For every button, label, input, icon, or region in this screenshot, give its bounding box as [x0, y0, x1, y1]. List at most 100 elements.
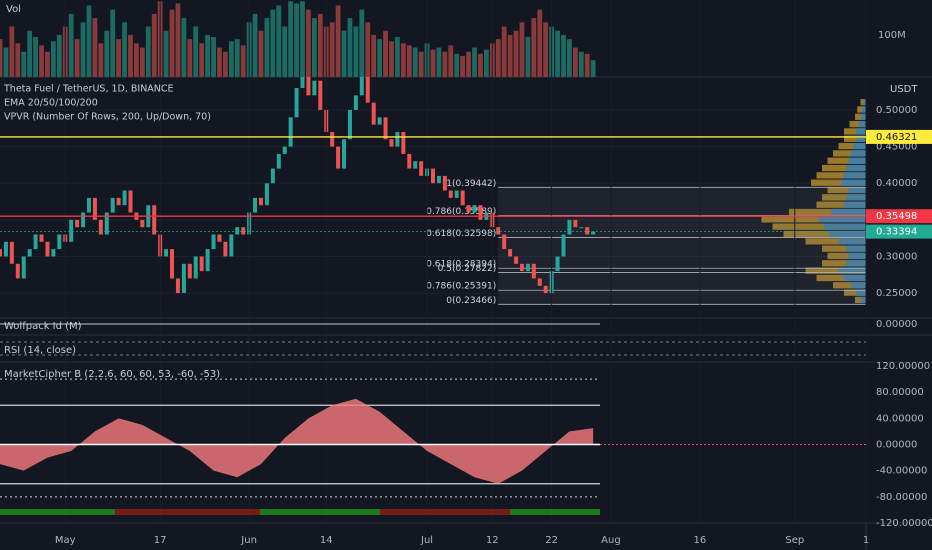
volume-bar [329, 22, 335, 77]
volume-bar [45, 51, 50, 77]
candle-body [383, 117, 388, 140]
volume-profile-bar [843, 172, 866, 179]
volume-bar [15, 43, 21, 77]
x-tick-label: 12 [486, 535, 499, 546]
volume-bar [163, 30, 169, 77]
volume-profile-bar [858, 120, 866, 128]
y-tick-label: 0.30000 [876, 251, 917, 262]
volume-profile-bar [857, 106, 866, 113]
volume-profile-bar [828, 230, 866, 238]
volume-profile-bar [856, 289, 866, 296]
candle-body [187, 263, 192, 279]
candle-body [514, 256, 519, 264]
candle-body [591, 231, 596, 235]
volume-profile-bar [827, 157, 866, 164]
volume-bar [466, 51, 471, 77]
volume-profile-bar [843, 274, 866, 282]
price-tag-label: 0.46321 [876, 132, 917, 143]
candle-body [294, 87, 299, 118]
volume-profile-bar [805, 267, 866, 274]
volume-bar [151, 13, 157, 77]
candle-body [478, 205, 483, 220]
indicator-label: RSI (14, close) [4, 345, 76, 356]
fib-label: 0.618(0.32598) [426, 229, 496, 239]
volume-bar [92, 18, 98, 77]
candle-body [0, 249, 2, 257]
volume-profile-bar [848, 186, 866, 194]
fib-label: 0.5(0.27822) [438, 264, 497, 274]
volume-profile-bar [831, 208, 866, 216]
volume-profile-bar [816, 274, 866, 282]
x-tick-label: 22 [545, 535, 558, 546]
volume-profile-bar [827, 252, 866, 260]
volume-bar [507, 34, 513, 77]
volume-bar [436, 47, 442, 77]
volume-bar [175, 3, 181, 77]
candle-body [170, 249, 175, 279]
wave-area [0, 398, 594, 484]
volume-profile-bar [838, 238, 866, 245]
candle-body [258, 197, 263, 206]
candle-body [466, 205, 471, 213]
candle-body [57, 234, 62, 250]
y-tick-label: 0.50000 [876, 105, 917, 116]
price-tag [866, 224, 932, 239]
volume-bar [50, 41, 56, 77]
volume-bar [311, 18, 317, 77]
volume-bar [365, 22, 371, 77]
volume-bar [501, 26, 507, 77]
x-tick-label: Sep [785, 535, 804, 546]
volume-bar [584, 53, 590, 77]
volume-bar [306, 9, 311, 77]
candle-body [9, 241, 14, 264]
volume-bar [0, 39, 3, 77]
volume-profile-bar [860, 98, 866, 106]
volume-bar [258, 30, 264, 77]
candle-body [235, 227, 240, 235]
volume-bar [543, 22, 549, 77]
candle-body [128, 190, 133, 213]
candle-body [525, 263, 530, 272]
volume-profile-bar [833, 150, 866, 157]
volume-bar [193, 26, 199, 77]
candle-body [359, 77, 364, 96]
candle-body [211, 234, 216, 250]
candle-body [312, 80, 317, 96]
volume-bar [395, 37, 400, 77]
volume-bar [211, 37, 216, 77]
volume-bar [590, 60, 596, 77]
candle-body [229, 234, 234, 257]
volume-bar [240, 45, 246, 77]
volume-bar [282, 26, 288, 77]
candle-body [531, 263, 536, 279]
candle-body [300, 77, 305, 88]
volume-bar [460, 55, 466, 77]
candle-body [276, 153, 281, 169]
candle-body [573, 219, 578, 228]
volume-profile-bar [822, 260, 866, 267]
volume-bar [68, 13, 74, 77]
candle-body [508, 249, 513, 257]
volume-profile-bar [818, 216, 866, 223]
candle-body [33, 234, 38, 250]
indicator-label: MarketCipher B (2.2.6, 60, 60, 53, -60, … [4, 369, 220, 380]
candle-body [69, 219, 74, 242]
volume-bar [187, 39, 193, 77]
volume-profile-bar [783, 230, 866, 238]
y-tick-label: 40.00000 [876, 413, 924, 424]
volume-bar [134, 43, 139, 77]
candle-body [377, 117, 382, 125]
candle-body [253, 197, 258, 213]
volume-bar [98, 43, 104, 77]
volume-bar [412, 47, 418, 77]
candle-body [223, 241, 228, 257]
volume-bar [80, 22, 86, 77]
volume-profile-bar [851, 150, 866, 157]
status-bar [380, 509, 510, 515]
currency-label: USDT [890, 84, 918, 95]
candle-body [104, 212, 109, 235]
volume-bar [205, 34, 211, 77]
volume-bar [572, 47, 578, 77]
